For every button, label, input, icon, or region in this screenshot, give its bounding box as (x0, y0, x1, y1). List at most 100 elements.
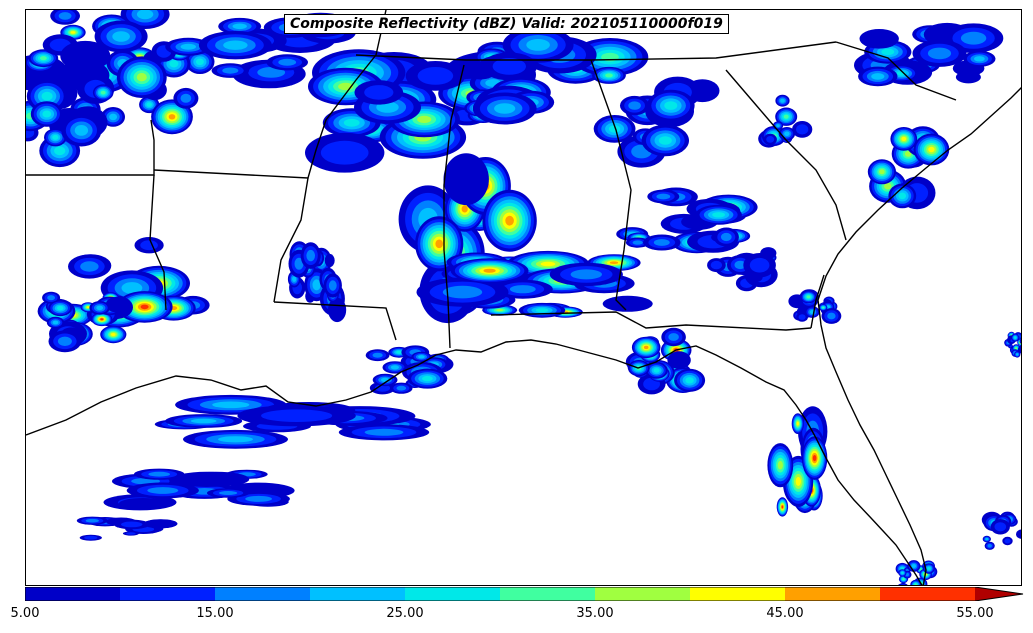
reflectivity-cell (245, 495, 272, 502)
reflectivity-cell (570, 269, 602, 280)
reflectivity-cell (143, 519, 178, 529)
reflectivity-cell (364, 85, 394, 100)
colorbar-segment (310, 587, 406, 601)
reflectivity-cell (119, 498, 168, 509)
colorbar-tick-label: 35.00 (576, 606, 614, 621)
reflectivity-cell (100, 90, 106, 95)
reflectivity-cell (396, 350, 402, 354)
reflectivity-cell (664, 101, 678, 110)
reflectivity-cell (871, 73, 885, 80)
reflectivity-cell (212, 401, 250, 409)
reflectivity-cell (901, 136, 907, 141)
reflectivity-cell (605, 73, 613, 78)
reflectivity-cell (505, 215, 514, 226)
colorbar-tick-label: 5.00 (10, 606, 40, 621)
reflectivity-cell (40, 56, 47, 61)
colorbar-tick-label: 55.00 (956, 606, 994, 621)
reflectivity-cell (749, 257, 770, 273)
colorbar-segment (25, 587, 121, 601)
reflectivity-cell (54, 146, 66, 156)
reflectivity-cell (919, 568, 922, 571)
reflectivity-cell (904, 151, 912, 157)
state-line-fl-north (490, 311, 812, 331)
reflectivity-cell (734, 260, 746, 270)
reflectivity-cell (343, 118, 360, 127)
reflectivity-cell (422, 375, 433, 382)
coastline (26, 339, 923, 585)
reflectivity-cell (442, 285, 483, 299)
reflectivity-cell (483, 268, 496, 273)
reflectivity-cell (494, 103, 516, 114)
reflectivity-cell (223, 40, 248, 50)
colorbar-segment (405, 587, 501, 601)
reflectivity-cell (658, 136, 672, 145)
colorbar-segment (120, 587, 216, 601)
reflectivity-cell (195, 58, 204, 66)
reflectivity-cell (364, 428, 404, 436)
reflectivity-cell (960, 31, 987, 45)
reflectivity-cell (985, 538, 989, 541)
reflectivity-cell (47, 295, 55, 301)
reflectivity-cell (927, 567, 931, 570)
reflectivity-cell (685, 377, 694, 384)
reflectivity-cell (218, 436, 253, 443)
colorbar-segment (215, 587, 311, 601)
reflectivity-cell (100, 318, 104, 321)
reflectivity-cell (1021, 333, 1022, 339)
reflectivity-cell (147, 487, 179, 494)
reflectivity-cell (902, 578, 905, 581)
reflectivity-cell (109, 113, 118, 121)
reflectivity-cell (766, 136, 775, 143)
reflectivity-cell (222, 67, 239, 74)
reflectivity-cell (901, 571, 904, 574)
reflectivity-cell (219, 491, 238, 495)
reflectivity-cell (492, 58, 526, 75)
reflectivity-cell (294, 257, 304, 270)
map-canvas (26, 10, 1022, 585)
reflectivity-cell (443, 153, 489, 206)
reflectivity-cell (668, 333, 679, 341)
reflectivity-cell (261, 409, 333, 423)
reflectivity-cell (461, 205, 468, 213)
reflectivity-cell (1020, 334, 1021, 339)
reflectivity-cell (526, 39, 550, 51)
reflectivity-cell (140, 240, 158, 251)
state-line-ms-al (443, 64, 465, 349)
reflectivity-cell (796, 421, 799, 426)
reflectivity-cell (169, 60, 179, 68)
reflectivity-cell (435, 239, 444, 249)
reflectivity-cell (278, 58, 297, 66)
reflectivity-cell (783, 114, 789, 119)
reflectivity-cell (324, 253, 335, 268)
state-line-al-ga (590, 59, 632, 311)
reflectivity-cell (232, 23, 247, 30)
reflectivity-cell (1014, 336, 1017, 339)
reflectivity-cell (172, 471, 241, 487)
coastline-east (817, 87, 1021, 585)
reflectivity-cell (1020, 333, 1021, 339)
reflectivity-cell (52, 320, 59, 325)
reflectivity-cell (372, 352, 383, 358)
reflectivity-cell (643, 345, 649, 350)
reflectivity-cell (417, 115, 432, 123)
reflectivity-cell (111, 333, 116, 336)
reflectivity-cell (96, 305, 104, 311)
reflectivity-cell (180, 93, 192, 103)
reflectivity-cell (632, 240, 643, 245)
reflectivity-cell (780, 98, 785, 103)
reflectivity-cell (86, 306, 90, 309)
colorbar-segment (880, 587, 976, 601)
reflectivity-cell (822, 306, 825, 309)
reflectivity-cell (105, 296, 130, 313)
reflectivity-cell (180, 43, 196, 50)
reflectivity-cell (306, 249, 316, 262)
colorbar-segment (500, 587, 596, 601)
reflectivity-cell (320, 140, 369, 165)
reflectivity-cell (974, 56, 985, 62)
reflectivity-cell (56, 305, 64, 311)
reflectivity-cell (712, 212, 725, 218)
reflectivity-cell (52, 134, 59, 140)
reflectivity-cell (806, 295, 811, 299)
reflectivity-cell (417, 67, 454, 85)
state-line-ms-west (273, 177, 309, 303)
